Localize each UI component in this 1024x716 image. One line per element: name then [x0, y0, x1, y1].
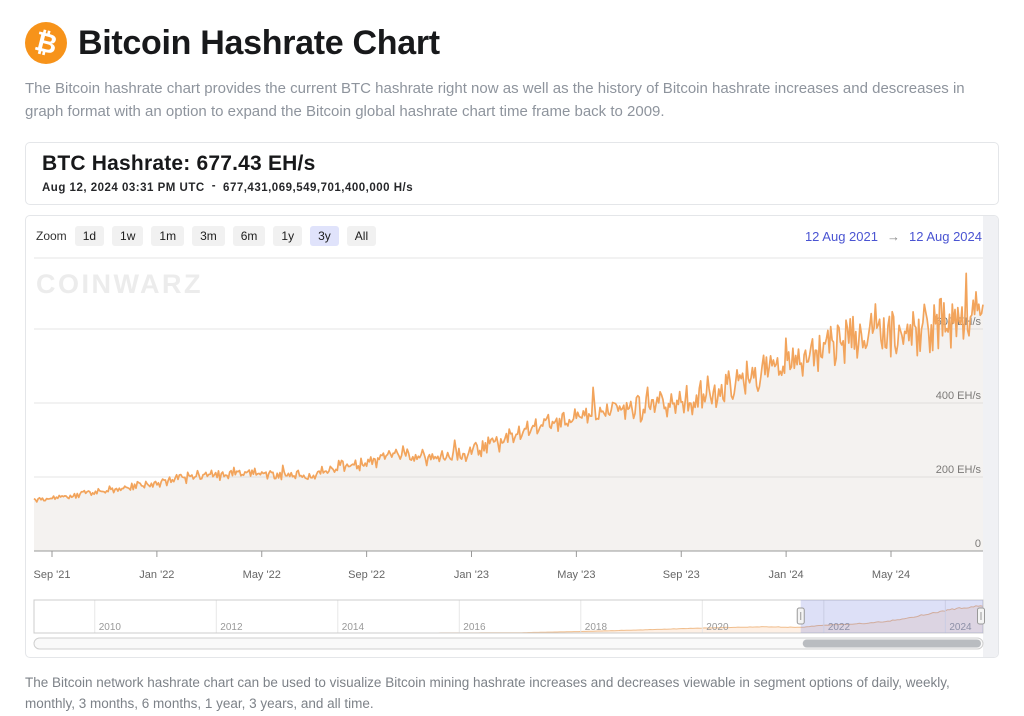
- dash-separator: -: [211, 180, 217, 192]
- y-axis-label: 400 EH/s: [936, 390, 982, 402]
- footer-description: The Bitcoin network hashrate chart can b…: [25, 675, 950, 711]
- hashrate-chart[interactable]: COINWARZ600 EH/s400 EH/s200 EH/s0Sep '21…: [26, 216, 998, 657]
- hashrate-timestamp: Aug 12, 2024 03:31 PM UTC: [42, 182, 205, 194]
- navigator-year-label: 2010: [99, 622, 122, 633]
- zoom-buttons: 1d 1w 1m 3m 6m 1y 3y All: [67, 225, 377, 247]
- hashrate-full-value: 677,431,069,549,701,400,000 H/s: [223, 182, 414, 194]
- x-axis-label: Sep '21: [34, 569, 71, 581]
- x-axis-label: Jan '24: [769, 569, 804, 581]
- page-title: Bitcoin Hashrate Chart: [78, 23, 440, 62]
- coinwarz-watermark: COINWARZ: [36, 269, 203, 299]
- zoom-button-3y[interactable]: 3y: [310, 225, 339, 247]
- hashrate-area: [34, 273, 983, 551]
- navigator-year-label: 2012: [220, 622, 243, 633]
- zoom-button-1m[interactable]: 1m: [151, 225, 185, 247]
- hashrate-summary-card: BTC Hashrate: 677.43 EH/s Aug 12, 2024 0…: [25, 142, 999, 205]
- chart-controls: Zoom 1d 1w 1m 3m 6m 1y 3y All 12 Aug 2021 → 12 …: [26, 216, 982, 256]
- hashrate-title: BTC Hashrate: 677.43 EH/s: [42, 152, 316, 175]
- zoom-label: Zoom: [36, 229, 67, 243]
- zoom-button-6m[interactable]: 6m: [232, 225, 266, 247]
- navigator-area: [34, 605, 983, 633]
- y-axis-label: 0: [975, 538, 981, 550]
- navigator-year-label: 2018: [585, 622, 608, 633]
- x-axis-label: May '24: [872, 569, 910, 581]
- x-axis-label: May '22: [243, 569, 281, 581]
- bitcoin-logo-icon: ₿: [25, 22, 67, 64]
- zoom-button-1w[interactable]: 1w: [112, 225, 144, 247]
- range-to-input[interactable]: 12 Aug 2024: [908, 228, 982, 244]
- y-axis-label: 200 EH/s: [936, 464, 982, 476]
- zoom-button-all[interactable]: All: [346, 225, 377, 247]
- page-description: The Bitcoin hashrate chart provides the …: [25, 80, 965, 120]
- hashrate-chart-card: Zoom 1d 1w 1m 3m 6m 1y 3y All 12 Aug 2021 → 12 …: [25, 215, 999, 658]
- zoom-button-3m[interactable]: 3m: [192, 225, 225, 247]
- x-axis-label: Sep '22: [348, 569, 385, 581]
- hashrate-subline: Aug 12, 2024 03:31 PM UTC -677,431,069,54…: [42, 180, 982, 194]
- range-from-input[interactable]: 12 Aug 2021: [804, 228, 878, 244]
- navigator-selected-range[interactable]: [800, 600, 983, 633]
- x-axis-label: Sep '23: [663, 569, 700, 581]
- navigator-year-label: 2016: [463, 622, 486, 633]
- scrollbar-track[interactable]: [33, 637, 984, 650]
- navigator-year-label: 2024: [949, 622, 972, 633]
- chart-right-gutter: [983, 216, 998, 657]
- range-arrow-icon: →: [886, 228, 900, 244]
- hashrate-line: [33, 272, 984, 503]
- scrollbar-thumb[interactable]: [802, 639, 981, 648]
- page-header: ₿ Bitcoin Hashrate Chart: [25, 22, 999, 64]
- zoom-button-1y[interactable]: 1y: [273, 225, 303, 247]
- x-axis-label: Jan '23: [454, 569, 489, 581]
- x-axis-label: Jan '22: [139, 569, 174, 581]
- navigator-year-label: 2014: [342, 622, 365, 633]
- navigator-year-label: 2022: [828, 622, 851, 633]
- bitcoin-glyph: ₿: [31, 25, 61, 60]
- date-range: 12 Aug 2021 → 12 Aug 2024: [805, 229, 982, 244]
- navigator-year-label: 2020: [706, 622, 729, 633]
- x-axis-label: May '23: [557, 569, 595, 581]
- zoom-button-1d[interactable]: 1d: [74, 225, 105, 247]
